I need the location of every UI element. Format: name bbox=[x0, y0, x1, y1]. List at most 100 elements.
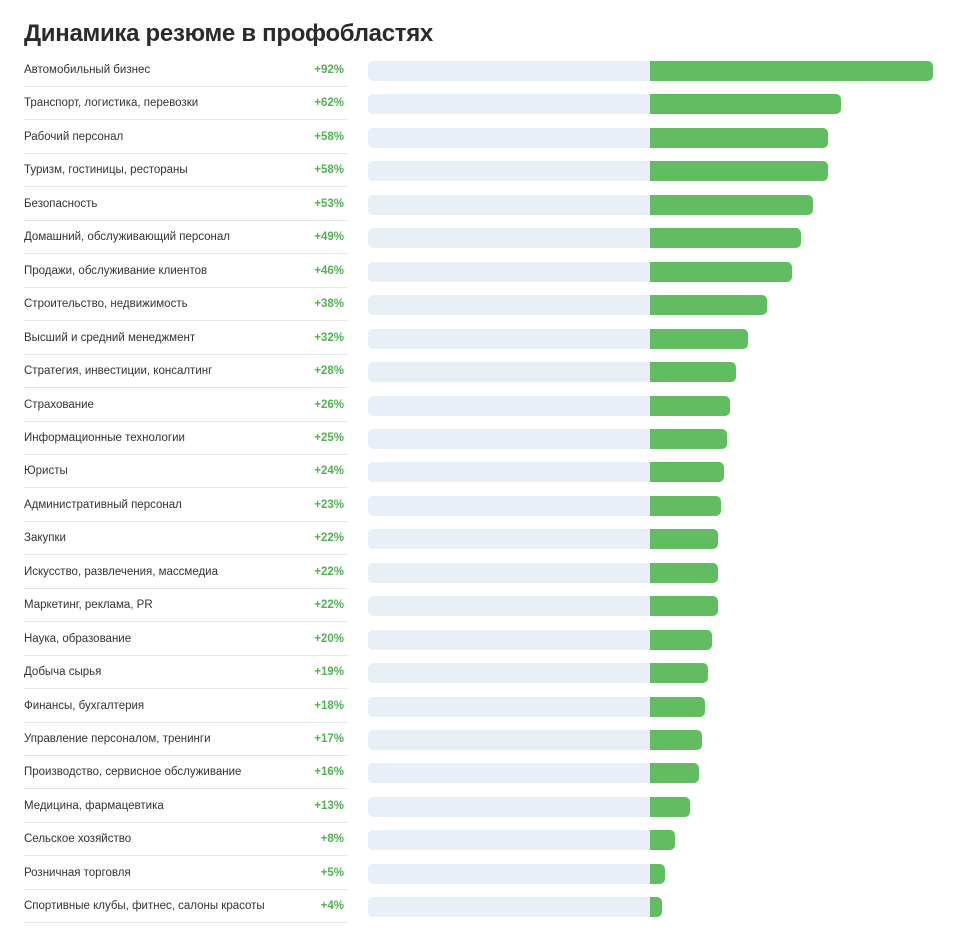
category-label: Информационные технологии bbox=[24, 431, 185, 444]
bar bbox=[650, 428, 727, 449]
value-label: +32% bbox=[314, 331, 344, 344]
chart-row: Розничная торговля +5% bbox=[0, 857, 957, 890]
row-divider bbox=[24, 554, 348, 556]
bar bbox=[650, 897, 663, 918]
chart-row: Добыча сырья +19% bbox=[0, 656, 957, 690]
value-label: +20% bbox=[314, 632, 344, 645]
bar bbox=[650, 228, 801, 249]
chart-row: Финансы, бухгалтерия +18% bbox=[0, 690, 957, 723]
row-divider bbox=[24, 320, 348, 322]
value-label: +16% bbox=[314, 766, 344, 779]
chart-row: Искусство, развлечения, массмедиа +22% bbox=[0, 556, 957, 589]
category-label: Безопасность bbox=[24, 197, 98, 210]
bar-track bbox=[368, 663, 651, 684]
chart-row: Безопасность +53% bbox=[0, 188, 957, 221]
value-label: +38% bbox=[314, 298, 344, 311]
row-divider bbox=[24, 487, 348, 489]
bar bbox=[650, 94, 841, 115]
bar bbox=[650, 362, 737, 383]
chart-row: Административный персонал +23% bbox=[0, 489, 957, 522]
category-label: Рабочий персонал bbox=[24, 130, 124, 143]
bar-track bbox=[368, 696, 651, 717]
category-label: Домашний, обслуживающий персонал bbox=[24, 231, 230, 244]
chart-row: Стратегия, инвестиции, консалтинг +28% bbox=[0, 355, 957, 389]
bar-track bbox=[368, 328, 651, 349]
value-label: +22% bbox=[314, 599, 344, 612]
row-divider bbox=[24, 186, 348, 188]
row-divider bbox=[24, 387, 348, 389]
bar bbox=[650, 796, 690, 817]
chart-row: Сельское хозяйство +8% bbox=[0, 823, 957, 857]
chart-row: Автомобильный бизнес +92% bbox=[0, 54, 957, 87]
bar bbox=[650, 763, 700, 784]
category-label: Медицина, фармацевтика bbox=[24, 799, 164, 812]
bar-track bbox=[368, 495, 651, 516]
chart-row: Транспорт, логистика, перевозки +62% bbox=[0, 87, 957, 121]
bar-track bbox=[368, 763, 651, 784]
row-divider bbox=[24, 253, 348, 255]
value-label: +4% bbox=[320, 900, 344, 913]
bar bbox=[650, 194, 814, 215]
value-label: +92% bbox=[314, 64, 344, 76]
bar bbox=[650, 562, 718, 583]
value-label: +26% bbox=[314, 398, 344, 411]
row-divider bbox=[24, 821, 348, 823]
bar-track bbox=[368, 161, 651, 182]
category-label: Закупки bbox=[24, 532, 66, 545]
category-label: Розничная торговля bbox=[24, 866, 131, 879]
bar-track bbox=[368, 295, 651, 316]
category-label: Финансы, бухгалтерия bbox=[24, 699, 145, 712]
value-label: +17% bbox=[314, 733, 344, 745]
value-label: +46% bbox=[314, 264, 344, 277]
row-divider bbox=[24, 152, 348, 154]
row-divider bbox=[24, 621, 348, 623]
bar-track bbox=[368, 362, 651, 383]
category-label: Управление персоналом, тренинги bbox=[24, 733, 211, 745]
bar-track bbox=[368, 562, 651, 583]
bar bbox=[650, 495, 721, 516]
bar-chart: Автомобильный бизнес +92% Транспорт, логис… bbox=[0, 54, 957, 934]
row-divider bbox=[24, 420, 348, 422]
bar bbox=[650, 596, 718, 617]
chart-row: Страхование +26% bbox=[0, 389, 957, 422]
chart-row: Управление персоналом, тренинги +17% bbox=[0, 723, 957, 756]
category-label: Маркетинг, реклама, PR bbox=[24, 599, 153, 612]
category-label: Стратегия, инвестиции, консалтинг bbox=[24, 365, 213, 378]
bar-track bbox=[368, 94, 651, 115]
value-label: +5% bbox=[320, 866, 344, 879]
bar-track bbox=[368, 261, 651, 282]
category-label: Административный персонал bbox=[24, 498, 182, 511]
chart-row: Юристы +24% bbox=[0, 455, 957, 489]
bar bbox=[650, 328, 749, 349]
value-label: +24% bbox=[314, 465, 344, 478]
bar-track bbox=[368, 127, 651, 148]
bar-track bbox=[368, 228, 651, 249]
chart-row: Наука, образование +20% bbox=[0, 623, 957, 656]
chart-row: Информационные технологии +25% bbox=[0, 422, 957, 455]
value-label: +18% bbox=[314, 699, 344, 712]
category-label: Юристы bbox=[24, 465, 68, 478]
row-divider bbox=[24, 755, 348, 756]
bar bbox=[650, 261, 792, 282]
bar bbox=[650, 61, 933, 81]
value-label: +22% bbox=[314, 565, 344, 578]
row-divider bbox=[24, 119, 348, 121]
category-label: Страхование bbox=[24, 398, 94, 411]
bar-track bbox=[368, 830, 651, 851]
category-label: Спортивные клубы, фитнес, салоны красоты bbox=[24, 900, 265, 913]
row-divider bbox=[24, 788, 348, 790]
bar-track bbox=[368, 897, 651, 918]
row-divider bbox=[24, 286, 348, 288]
bar bbox=[650, 127, 829, 148]
chart-row: Производство, сервисное обслуживание +16% bbox=[0, 756, 957, 790]
chart-row: Строительство, недвижимость +38% bbox=[0, 288, 957, 322]
row-divider bbox=[24, 922, 348, 924]
value-label: +8% bbox=[320, 833, 344, 846]
value-label: +28% bbox=[314, 365, 344, 378]
chart-row: Маркетинг, реклама, PR +22% bbox=[0, 589, 957, 623]
bar bbox=[650, 462, 724, 483]
chart-row: Рабочий персонал +58% bbox=[0, 121, 957, 154]
value-label: +58% bbox=[314, 130, 344, 143]
bar-track bbox=[368, 730, 651, 750]
bar-track bbox=[368, 428, 651, 449]
